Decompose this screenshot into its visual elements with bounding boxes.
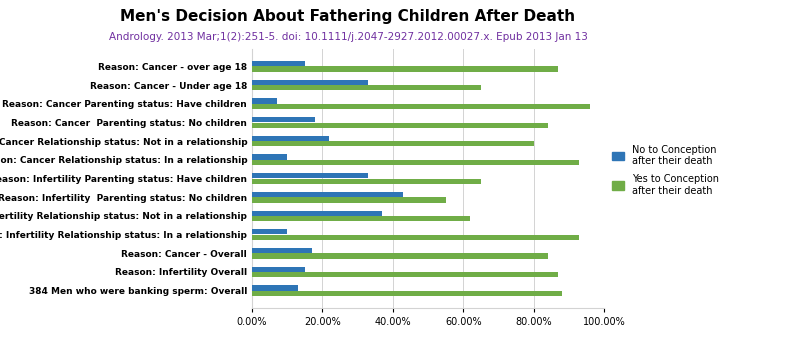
Bar — [252, 285, 298, 291]
Bar — [252, 192, 403, 197]
Bar — [252, 122, 548, 128]
Bar — [252, 229, 287, 235]
Bar — [252, 136, 330, 141]
Bar — [252, 197, 446, 203]
Bar — [252, 216, 470, 221]
Bar — [252, 235, 579, 240]
Bar — [252, 141, 534, 147]
Bar — [252, 272, 558, 277]
Legend: No to Conception
after their death, Yes to Conception
after their death: No to Conception after their death, Yes … — [612, 144, 719, 196]
Bar — [252, 66, 558, 72]
Bar — [252, 85, 481, 90]
Bar — [252, 160, 579, 165]
Text: Andrology. 2013 Mar;1(2):251-5. doi: 10.1111/j.2047-2927.2012.00027.x. Epub 2013: Andrology. 2013 Mar;1(2):251-5. doi: 10.… — [109, 32, 587, 42]
Bar — [252, 267, 305, 272]
Bar — [252, 210, 382, 216]
Bar — [252, 253, 548, 259]
Bar — [252, 61, 305, 66]
Bar — [252, 154, 287, 160]
Bar — [252, 104, 590, 109]
Bar — [252, 291, 562, 296]
Text: Men's Decision About Fathering Children After Death: Men's Decision About Fathering Children … — [121, 8, 575, 23]
Bar — [252, 117, 315, 122]
Bar — [252, 98, 277, 104]
Bar — [252, 248, 312, 253]
Bar — [252, 178, 481, 184]
Bar — [252, 173, 368, 178]
Bar — [252, 80, 368, 85]
